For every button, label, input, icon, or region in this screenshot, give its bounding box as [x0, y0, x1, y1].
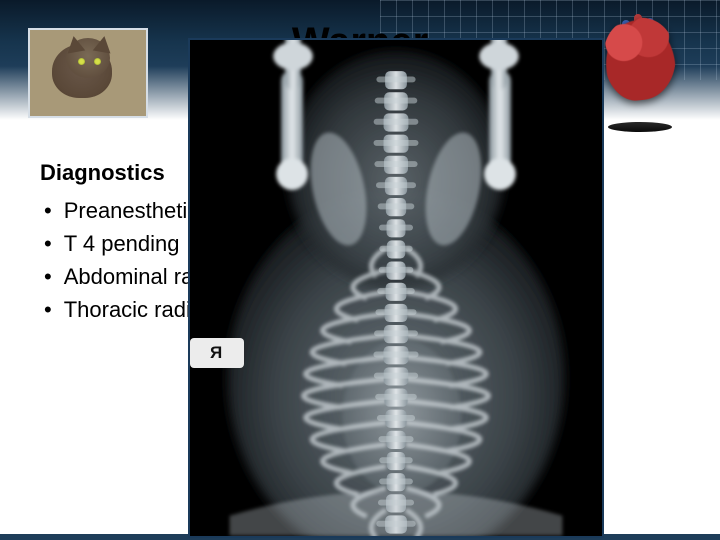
list-item: Thoracic radio	[40, 293, 206, 326]
xray-svg	[190, 40, 602, 536]
xray-side-marker: R	[190, 338, 244, 368]
xray-marker-text: R	[211, 343, 222, 363]
cat-photo-thumbnail	[28, 28, 148, 118]
diagnostics-list: Preanesthetic T 4 pending Abdominal rad …	[40, 194, 206, 326]
list-item: Abdominal rad	[40, 260, 206, 293]
heart-model-image	[590, 12, 690, 132]
content-block: Diagnostics Preanesthetic T 4 pending Ab…	[40, 160, 206, 326]
xray-radiograph-image: R	[188, 38, 604, 538]
list-item: T 4 pending	[40, 227, 206, 260]
section-heading: Diagnostics	[40, 160, 206, 186]
list-item: Preanesthetic	[40, 194, 206, 227]
slide: Warner Diagnostics Preanesthetic T 4 pen…	[0, 0, 720, 540]
